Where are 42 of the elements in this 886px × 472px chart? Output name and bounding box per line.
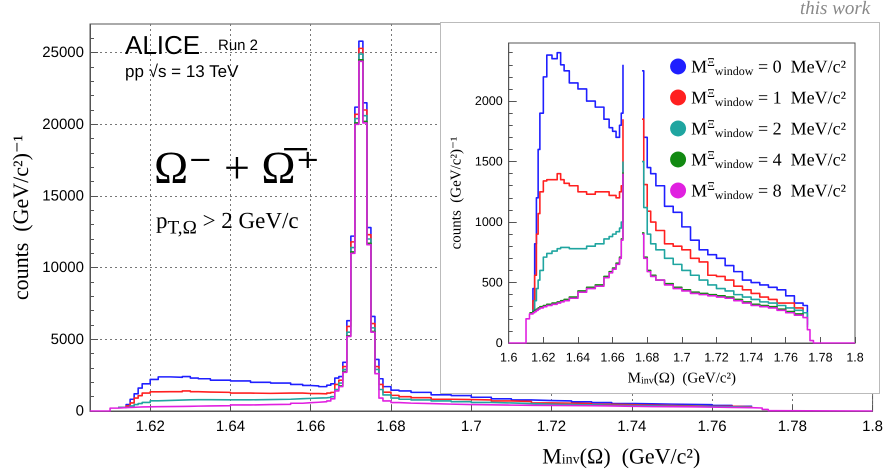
- x-tick-label: 1.76: [774, 350, 798, 364]
- x-tick-label: 1.7: [460, 418, 482, 435]
- y-tick-label: 0: [496, 336, 503, 350]
- annotation: p$_{T,Ω}$ > 2 GeV/c: [156, 208, 299, 240]
- y-tick-label: 1000: [474, 215, 503, 230]
- x-tick-label: 1.74: [738, 350, 764, 364]
- x-tick-label: 1.62: [531, 350, 556, 364]
- text: this work: [800, 0, 870, 20]
- y-tick-label: 5000: [50, 330, 84, 348]
- x-tick-label: 1.76: [697, 418, 727, 435]
- annotation: ALICE: [125, 30, 200, 61]
- annotation: pp √s = 13 TeV: [125, 62, 238, 82]
- y-tick-label: 25000: [42, 44, 84, 62]
- y-tick-label: 10000: [42, 259, 84, 276]
- x-tick-label: 1.68: [635, 350, 660, 364]
- x-tick-label: 1.6: [500, 350, 518, 364]
- y-tick-label: 500: [482, 276, 503, 290]
- x-axis-title: Minv(Ω) (GeV/c²): [628, 370, 736, 386]
- x-tick-label: 1.78: [808, 350, 833, 364]
- y-axis-title: counts (GeV/c²)⁻¹: [448, 136, 464, 250]
- x-tick-label: 1.8: [862, 418, 884, 435]
- x-tick-label: 1.72: [536, 418, 566, 435]
- x-axis-title: Minv(Ω) (GeV/c²): [542, 444, 700, 468]
- x-tick-label: 1.78: [778, 418, 807, 435]
- y-tick-label: 15000: [42, 188, 84, 204]
- annotation: Run 2: [218, 37, 258, 54]
- y-tick-label: 20000: [42, 116, 84, 133]
- x-tick-label: 1.66: [296, 418, 326, 435]
- x-tick-label: 1.74: [617, 418, 646, 435]
- y-axis-title: counts (GeV/c²)⁻¹: [8, 134, 33, 300]
- y-tick-label: 1500: [474, 154, 503, 169]
- x-tick-label: 1.66: [600, 350, 625, 364]
- y-tick-label: 0: [76, 402, 84, 420]
- x-tick-label: 1.68: [376, 418, 406, 435]
- x-tick-label: 1.72: [704, 350, 729, 364]
- annotation: Ω⁻ + Ω̅⁺: [154, 141, 320, 194]
- x-tick-label: 1.62: [136, 418, 165, 435]
- x-tick-label: 1.64: [216, 418, 246, 435]
- x-tick-label: 1.8: [846, 350, 864, 364]
- y-tick-label: 2000: [474, 94, 503, 108]
- x-tick-label: 1.64: [566, 350, 590, 364]
- x-tick-label: 1.7: [673, 350, 691, 364]
